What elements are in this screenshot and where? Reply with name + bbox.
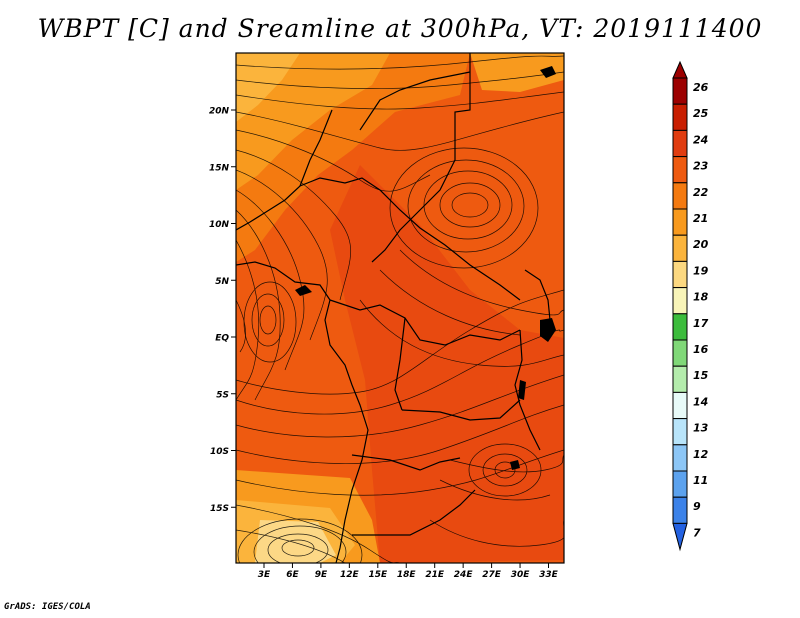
colorbar-swatch: [672, 77, 688, 105]
lat-tick-label: 10S: [210, 447, 229, 457]
colorbar-label: 11: [693, 474, 708, 487]
colorbar-label: 16: [693, 343, 709, 356]
longitude-axis: 3E 6E 9E 12E 15E 18E 21E 24E 27E 30E 33E: [258, 563, 559, 580]
streamlines: [236, 55, 564, 563]
lon-tick-label: 27E: [482, 570, 502, 580]
colorbar-label: 18: [693, 291, 709, 304]
colorbar-swatch: [672, 444, 688, 472]
colorbar-swatch: [672, 418, 688, 446]
lat-tick-label: 5S: [216, 390, 229, 400]
colorbar-label: 9: [693, 500, 701, 513]
colorbar-label: 25: [693, 107, 709, 120]
map-field: [236, 53, 564, 563]
colorbar-label: 20: [693, 238, 709, 251]
country-borders: [236, 53, 551, 563]
lon-tick-label: 30E: [511, 570, 531, 580]
lat-tick-label: 5N: [215, 277, 229, 287]
lon-tick-label: 12E: [340, 570, 360, 580]
colorbar-label: 24: [693, 133, 708, 146]
credit-text: GrADS: IGES/COLA: [4, 602, 91, 612]
lon-tick-label: 18E: [397, 570, 417, 580]
lon-tick-label: 6E: [286, 570, 299, 580]
colorbar-swatch: [672, 391, 688, 420]
lon-tick-label: 3E: [258, 570, 271, 580]
colorbar-label: 17: [693, 317, 709, 330]
colorbar-arrow-bottom: [672, 522, 688, 552]
colorbar: 26 25 24 23 22 21 20 19 18 17 16 15 14 13 12 11 9 7: [672, 60, 709, 552]
lon-tick-label: 33E: [539, 570, 559, 580]
colorbar-swatch: [672, 365, 688, 393]
wbpt-fill-sahel: [236, 53, 300, 122]
colorbar-label: 7: [693, 526, 701, 539]
colorbar-swatch: [672, 208, 688, 236]
map-title: WBPT [C] and Sreamline at 300hPa, VT: 20…: [37, 14, 763, 43]
latitude-axis: 20N 15N 10N 5N EQ 5S 10S 15S: [209, 107, 236, 514]
lon-tick-label: 24E: [454, 570, 474, 580]
colorbar-swatch: [672, 129, 688, 158]
colorbar-label: 21: [693, 212, 708, 225]
colorbar-swatch: [672, 287, 688, 315]
lakes: [295, 66, 556, 470]
colorbar-label: 14: [693, 395, 708, 408]
wbpt-fill-northeast: [470, 53, 564, 92]
lat-tick-label: EQ: [215, 334, 229, 344]
colorbar-arrow-top: [672, 60, 688, 79]
lat-tick-label: 10N: [209, 220, 230, 230]
lat-tick-label: 20N: [209, 107, 230, 117]
colorbar-label: 26: [693, 81, 709, 94]
wbpt-fill-namib: [255, 520, 336, 563]
lat-tick-label: 15N: [209, 163, 230, 173]
lon-tick-label: 21E: [425, 570, 445, 580]
colorbar-label: 15: [693, 369, 709, 382]
lon-tick-label: 15E: [368, 570, 388, 580]
colorbar-swatch: [672, 182, 688, 210]
wbpt-fill-deep-central: [330, 165, 564, 563]
colorbar-swatch: [672, 339, 688, 367]
colorbar-swatch: [672, 470, 688, 498]
colorbar-label: 23: [693, 160, 709, 173]
colorbar-label: 12: [693, 448, 709, 461]
lon-tick-label: 9E: [315, 570, 328, 580]
colorbar-swatch: [672, 234, 688, 262]
colorbar-swatch: [672, 260, 688, 289]
colorbar-swatch: [672, 103, 688, 131]
colorbar-swatch: [672, 313, 688, 341]
colorbar-label: 13: [693, 422, 709, 435]
colorbar-label: 22: [693, 186, 709, 199]
map-frame: [235, 52, 565, 564]
lat-tick-label: 15S: [210, 504, 229, 514]
colorbar-label: 19: [693, 264, 709, 277]
colorbar-swatch: [672, 156, 688, 184]
colorbar-swatch: [672, 496, 688, 524]
